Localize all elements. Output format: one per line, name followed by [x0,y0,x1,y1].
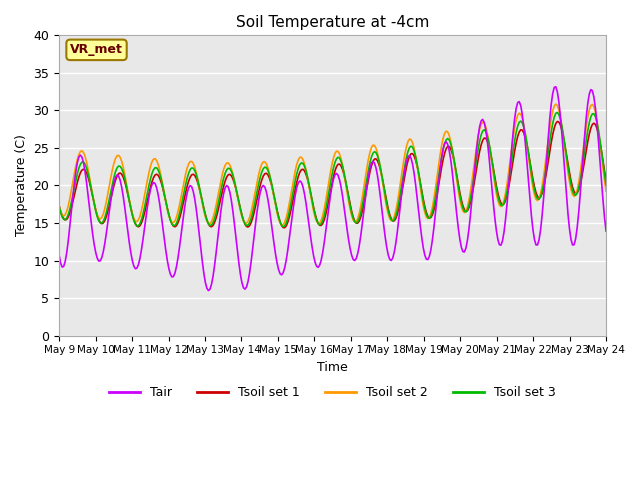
Tair [296,178,304,184]
Line: Tsoil set 1: Tsoil set 1 [59,121,606,228]
Tair [602,228,610,234]
Tsoil set 2 [575,180,582,186]
Tair [220,191,228,196]
Line: Tair: Tair [59,87,606,290]
Tsoil set 2 [552,101,559,107]
Title: Soil Temperature at -4cm: Soil Temperature at -4cm [236,15,429,30]
Tsoil set 1 [122,184,130,190]
Tsoil set 1 [296,169,304,175]
Tsoil set 3 [122,182,130,188]
Tsoil set 1 [237,206,244,212]
Tsoil set 2 [278,222,285,228]
Tsoil set 3 [246,220,253,226]
Tsoil set 3 [237,206,244,212]
Tsoil set 2 [296,155,304,160]
Tsoil set 2 [602,188,610,194]
Tsoil set 2 [122,180,130,185]
Tsoil set 1 [55,203,63,208]
Tair [552,84,559,90]
Tsoil set 1 [281,225,289,231]
Tair [55,252,63,258]
Tsoil set 3 [218,181,226,187]
Tsoil set 1 [218,190,226,195]
Legend: Tair, Tsoil set 1, Tsoil set 2, Tsoil set 3: Tair, Tsoil set 1, Tsoil set 2, Tsoil se… [104,382,561,405]
Tsoil set 1 [246,223,253,228]
Tair [238,280,246,286]
Tsoil set 3 [602,182,610,188]
Tsoil set 3 [55,204,63,210]
Text: VR_met: VR_met [70,43,123,56]
Tsoil set 3 [279,224,287,229]
Tsoil set 2 [55,204,63,209]
Tsoil set 3 [554,109,561,115]
Tsoil set 3 [575,185,582,191]
X-axis label: Time: Time [317,361,348,374]
Tsoil set 2 [246,215,253,220]
Tsoil set 1 [602,178,610,184]
Y-axis label: Temperature (C): Temperature (C) [15,134,28,237]
Tair [575,210,582,216]
Line: Tsoil set 3: Tsoil set 3 [59,112,606,227]
Tsoil set 1 [575,187,582,193]
Line: Tsoil set 2: Tsoil set 2 [59,104,606,225]
Tsoil set 2 [237,208,244,214]
Tsoil set 2 [218,172,226,178]
Tair [122,216,130,221]
Tsoil set 1 [554,119,561,124]
Tair [247,259,255,265]
Tsoil set 3 [296,162,304,168]
Tair [205,288,212,293]
